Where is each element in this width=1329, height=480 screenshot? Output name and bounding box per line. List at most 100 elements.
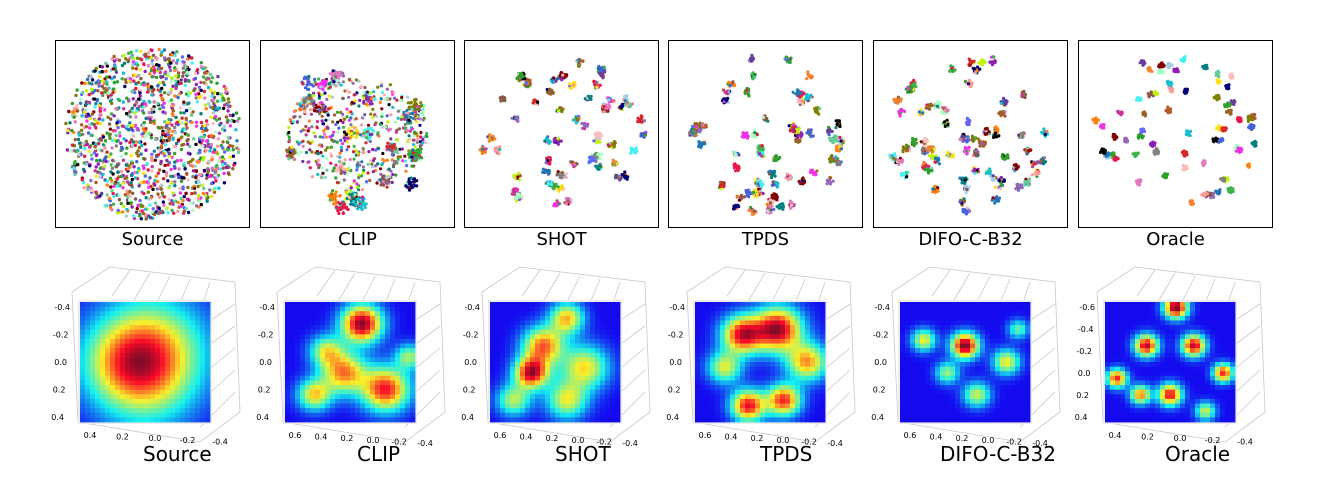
scatter-point (144, 217, 149, 221)
scatter-point (218, 123, 222, 127)
scatter-point (205, 139, 209, 143)
scatter-point (295, 120, 299, 124)
scatter-point (362, 96, 366, 100)
scatter-point (119, 169, 124, 174)
scatter-point (761, 182, 765, 186)
scatter-point (936, 186, 940, 190)
scatter-point (317, 102, 321, 106)
scatter-point (408, 129, 412, 133)
scatter-point (157, 81, 162, 85)
scatter-point (130, 110, 134, 114)
scatter-point (174, 61, 179, 65)
scatter-point (144, 116, 148, 121)
scatter-point (214, 150, 219, 155)
scatter-point (285, 154, 289, 158)
scatter-point (528, 81, 532, 85)
scatter-point (403, 122, 407, 126)
scatter-point (405, 164, 409, 168)
scatter-point (209, 133, 213, 138)
scatter-point (110, 181, 114, 185)
scatter-point (169, 98, 174, 102)
scatter-point (80, 90, 85, 95)
scatter-point (172, 164, 177, 168)
scatter-point (368, 178, 372, 182)
scatter-point (963, 178, 967, 182)
scatter-point (320, 101, 324, 105)
scatter-point (546, 182, 550, 186)
scatter-point (365, 95, 369, 99)
scatter-point (103, 139, 108, 143)
scatter-point (143, 207, 148, 211)
scatter-point (744, 132, 749, 136)
scatter-point (618, 178, 622, 182)
scatter-point (734, 153, 738, 157)
scatter-point (306, 129, 310, 133)
scatter-point (86, 187, 90, 192)
scatter-point (79, 128, 84, 132)
scatter-point (921, 147, 925, 151)
scatter-point (151, 187, 155, 192)
scatter-point (737, 198, 741, 202)
scatter-point (416, 156, 421, 160)
scatter-point (89, 153, 94, 157)
scatter-point (191, 208, 195, 212)
scatter-point (387, 167, 391, 171)
scatter-point (339, 110, 343, 115)
scatter-point (357, 104, 361, 108)
scatter-point (516, 171, 520, 176)
scatter-point (937, 158, 941, 162)
scatter-point (376, 85, 380, 89)
scatter-point (332, 195, 337, 199)
scatter-point (391, 172, 395, 177)
scatter-point (166, 127, 171, 131)
scatter-point (130, 143, 135, 148)
scatter-point (122, 137, 126, 141)
scatter-point (393, 120, 397, 124)
scatter-point (978, 67, 982, 71)
scatter-point (342, 200, 346, 204)
scatter-point (121, 210, 125, 214)
scatter-point (340, 165, 344, 169)
scatter-point (201, 191, 206, 196)
scatter-point (944, 107, 948, 111)
scatter-point (237, 116, 241, 121)
scatter-point (90, 112, 95, 116)
scatter-point (153, 158, 157, 162)
scatter-point (129, 181, 133, 185)
scatter-point (419, 131, 423, 135)
scatter-point (967, 209, 971, 213)
scatter-point (173, 183, 177, 188)
scatter-point (90, 133, 94, 138)
scatter-point (339, 73, 343, 77)
scatter-point (151, 207, 155, 211)
scatter-point (111, 172, 115, 176)
scatter-point (513, 195, 517, 199)
scatter-point (760, 154, 764, 158)
scatter-point (774, 158, 778, 162)
scatter-point (924, 167, 928, 172)
scatter-point (329, 106, 333, 110)
scatter-point (695, 125, 699, 129)
scatter-point (226, 171, 231, 175)
scatter-point (352, 131, 357, 135)
scatter-point (165, 206, 169, 210)
scatter-point (118, 131, 122, 135)
scatter-point (551, 91, 555, 95)
scatter-point (396, 109, 400, 113)
scatter-point (146, 190, 150, 194)
scatter-point (181, 198, 185, 203)
scatter-point (210, 75, 214, 80)
scatter-point (129, 54, 134, 59)
scatter-point (216, 74, 220, 79)
scatter-point (226, 118, 230, 123)
scatter-point (558, 173, 562, 177)
scatter-point (358, 163, 362, 167)
scatter-point (972, 67, 976, 71)
scatter-point (421, 113, 425, 117)
scatter-point (345, 172, 349, 176)
scatter-point (157, 126, 162, 130)
scatter-point (75, 88, 79, 92)
scatter-point (226, 105, 231, 109)
scatter-point (352, 199, 356, 203)
scatter-point (415, 134, 419, 138)
